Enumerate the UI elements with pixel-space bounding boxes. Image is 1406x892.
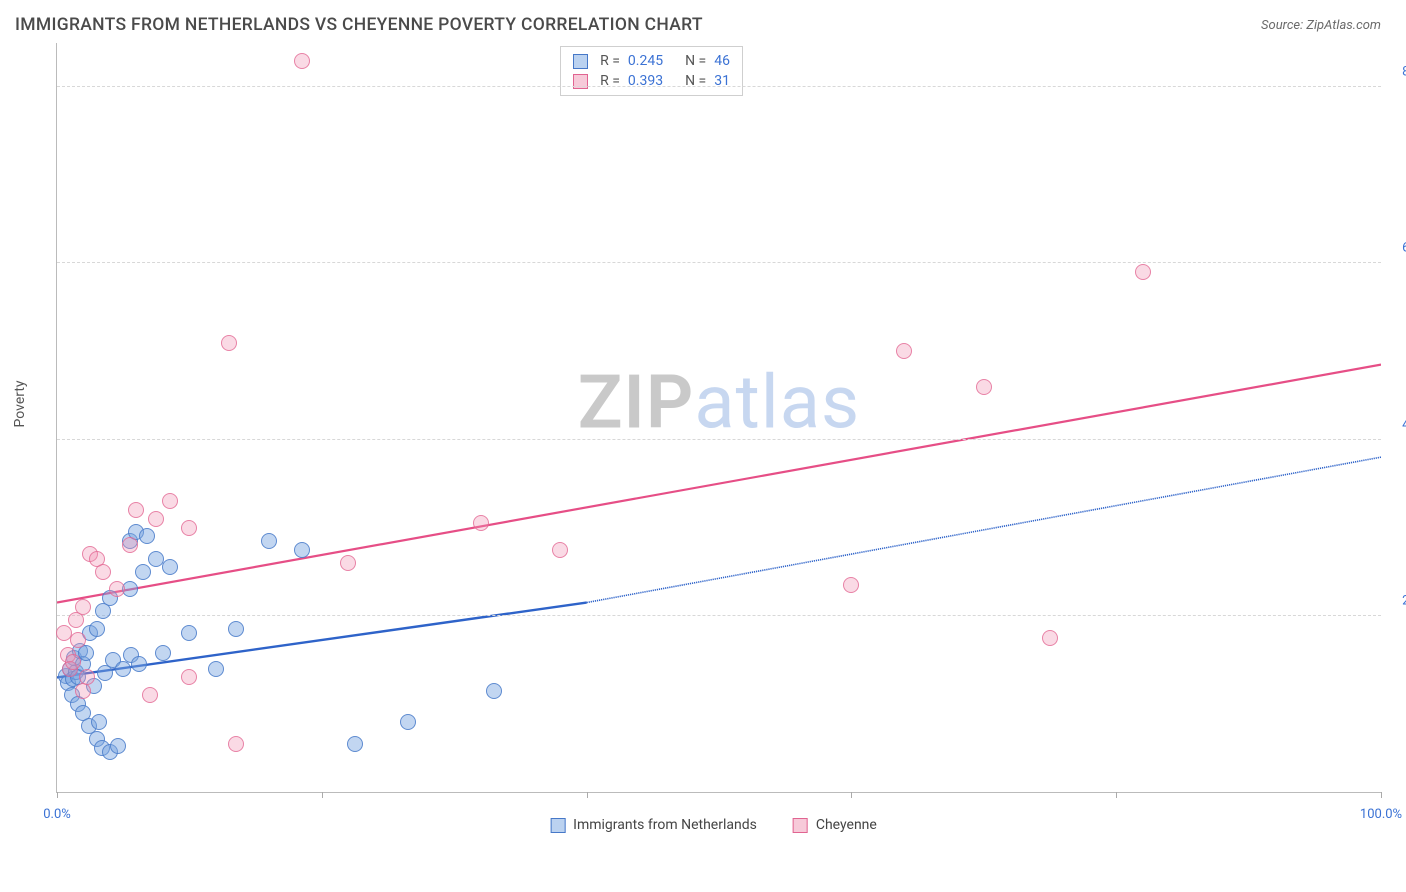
data-point: [122, 537, 138, 553]
data-point: [486, 683, 502, 699]
data-point: [89, 621, 105, 637]
data-point: [347, 736, 363, 752]
data-point: [75, 599, 91, 615]
x-tick: [1116, 792, 1117, 798]
data-point: [181, 625, 197, 641]
r-value-blue: 0.245: [628, 53, 663, 69]
data-point: [843, 577, 859, 593]
scatter-plot: ZIPatlas R = 0.245 N = 46 R = 0.393 N = …: [56, 43, 1381, 793]
bottom-legend: Immigrants from Netherlands Cheyenne: [550, 817, 877, 833]
data-point: [95, 564, 111, 580]
x-tick: [1381, 792, 1382, 798]
x-tick: [851, 792, 852, 798]
data-point: [109, 581, 125, 597]
data-point: [340, 555, 356, 571]
x-tick: [322, 792, 323, 798]
n-value-blue: 46: [714, 53, 730, 69]
data-point: [896, 343, 912, 359]
swatch-blue-icon: [550, 818, 565, 833]
data-point: [128, 502, 144, 518]
data-point: [261, 533, 277, 549]
data-point: [294, 542, 310, 558]
gridline: [57, 439, 1381, 440]
legend-label: Cheyenne: [816, 817, 877, 833]
data-point: [1042, 630, 1058, 646]
y-tick-label: 60.0%: [1402, 241, 1406, 256]
data-point: [65, 654, 81, 670]
swatch-pink-icon: [793, 818, 808, 833]
x-tick: [587, 792, 588, 798]
data-point: [162, 493, 178, 509]
data-point: [400, 714, 416, 730]
source-label: Source: ZipAtlas.com: [1261, 18, 1381, 33]
data-point: [552, 542, 568, 558]
watermark: ZIPatlas: [578, 359, 860, 446]
data-point: [70, 632, 86, 648]
n-label: N =: [685, 53, 706, 69]
y-axis-label: Poverty: [12, 380, 28, 427]
data-point: [155, 645, 171, 661]
y-tick-label: 80.0%: [1402, 65, 1406, 80]
trend-lines: [57, 43, 1381, 792]
data-point: [1135, 264, 1151, 280]
chart-title: IMMIGRANTS FROM NETHERLANDS VS CHEYENNE …: [15, 15, 703, 35]
data-point: [135, 564, 151, 580]
stats-row-blue: R = 0.245 N = 46: [573, 51, 730, 71]
data-point: [181, 520, 197, 536]
data-point: [221, 335, 237, 351]
legend-item-blue: Immigrants from Netherlands: [550, 817, 757, 833]
gridline: [57, 615, 1381, 616]
stats-row-pink: R = 0.393 N = 31: [573, 71, 730, 91]
y-tick-label: 40.0%: [1402, 417, 1406, 432]
stats-legend: R = 0.245 N = 46 R = 0.393 N = 31: [560, 46, 743, 96]
data-point: [139, 528, 155, 544]
data-point: [131, 656, 147, 672]
data-point: [162, 559, 178, 575]
data-point: [294, 53, 310, 69]
gridline: [57, 262, 1381, 263]
data-point: [181, 669, 197, 685]
r-label: R =: [600, 53, 620, 69]
y-tick-label: 20.0%: [1402, 593, 1406, 608]
data-point: [228, 736, 244, 752]
data-point: [473, 515, 489, 531]
data-point: [228, 621, 244, 637]
x-tick: [57, 792, 58, 798]
legend-item-pink: Cheyenne: [793, 817, 877, 833]
data-point: [142, 687, 158, 703]
data-point: [110, 738, 126, 754]
data-point: [79, 669, 95, 685]
gridline: [57, 86, 1381, 87]
data-point: [976, 379, 992, 395]
data-point: [91, 714, 107, 730]
swatch-blue-icon: [573, 54, 588, 69]
legend-label: Immigrants from Netherlands: [573, 817, 757, 833]
x-tick-label: 0.0%: [43, 807, 71, 822]
data-point: [208, 661, 224, 677]
data-point: [148, 511, 164, 527]
x-tick-label: 100.0%: [1360, 807, 1402, 822]
